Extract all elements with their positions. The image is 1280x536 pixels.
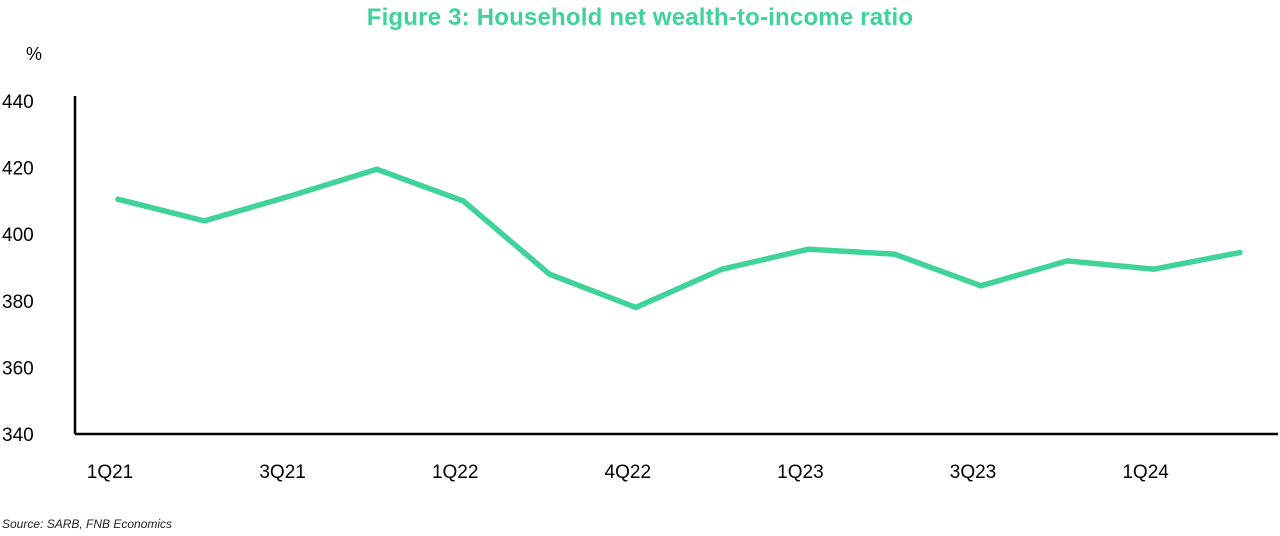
- data-point: [892, 251, 898, 257]
- y-axis-unit-label: %: [26, 44, 43, 64]
- series-group: [115, 166, 1243, 311]
- data-point: [719, 266, 725, 272]
- data-point: [115, 196, 121, 202]
- y-tick-label: 440: [2, 92, 34, 113]
- x-tick-label: 1Q21: [87, 462, 133, 483]
- data-point: [460, 198, 466, 204]
- data-point: [201, 218, 207, 224]
- x-tick-label: 1Q23: [777, 462, 823, 483]
- data-point: [1150, 266, 1157, 272]
- data-point: [978, 283, 984, 289]
- x-tick-label: 3Q23: [950, 462, 996, 483]
- y-tick-label: 420: [2, 159, 34, 180]
- data-point: [1237, 249, 1243, 256]
- x-tick-label: 1Q24: [1122, 462, 1169, 483]
- data-point: [287, 193, 294, 199]
- y-tick-label: 400: [2, 225, 34, 246]
- y-tick-label: 380: [2, 292, 34, 313]
- data-point: [1064, 258, 1071, 264]
- y-tick-label: 340: [2, 425, 34, 446]
- data-point: [374, 166, 380, 172]
- x-axis-ticks: 1Q21 3Q21 1Q22 4Q22 1Q23 3Q23 1Q24: [87, 462, 1170, 483]
- x-tick-label: 4Q22: [605, 462, 651, 483]
- y-tick-label: 360: [2, 358, 34, 379]
- chart-title: Figure 3: Household net wealth-to-income…: [366, 4, 914, 31]
- data-point: [546, 271, 553, 277]
- source-note: Source: SARB, FNB Economics: [2, 517, 173, 531]
- x-tick-label: 1Q22: [432, 462, 478, 483]
- series-line: [115, 166, 1243, 311]
- data-point: [805, 246, 812, 252]
- x-tick-label: 3Q21: [259, 462, 305, 483]
- data-point: [633, 304, 639, 311]
- y-axis-ticks: 440 420 400 380 360 340: [2, 92, 34, 446]
